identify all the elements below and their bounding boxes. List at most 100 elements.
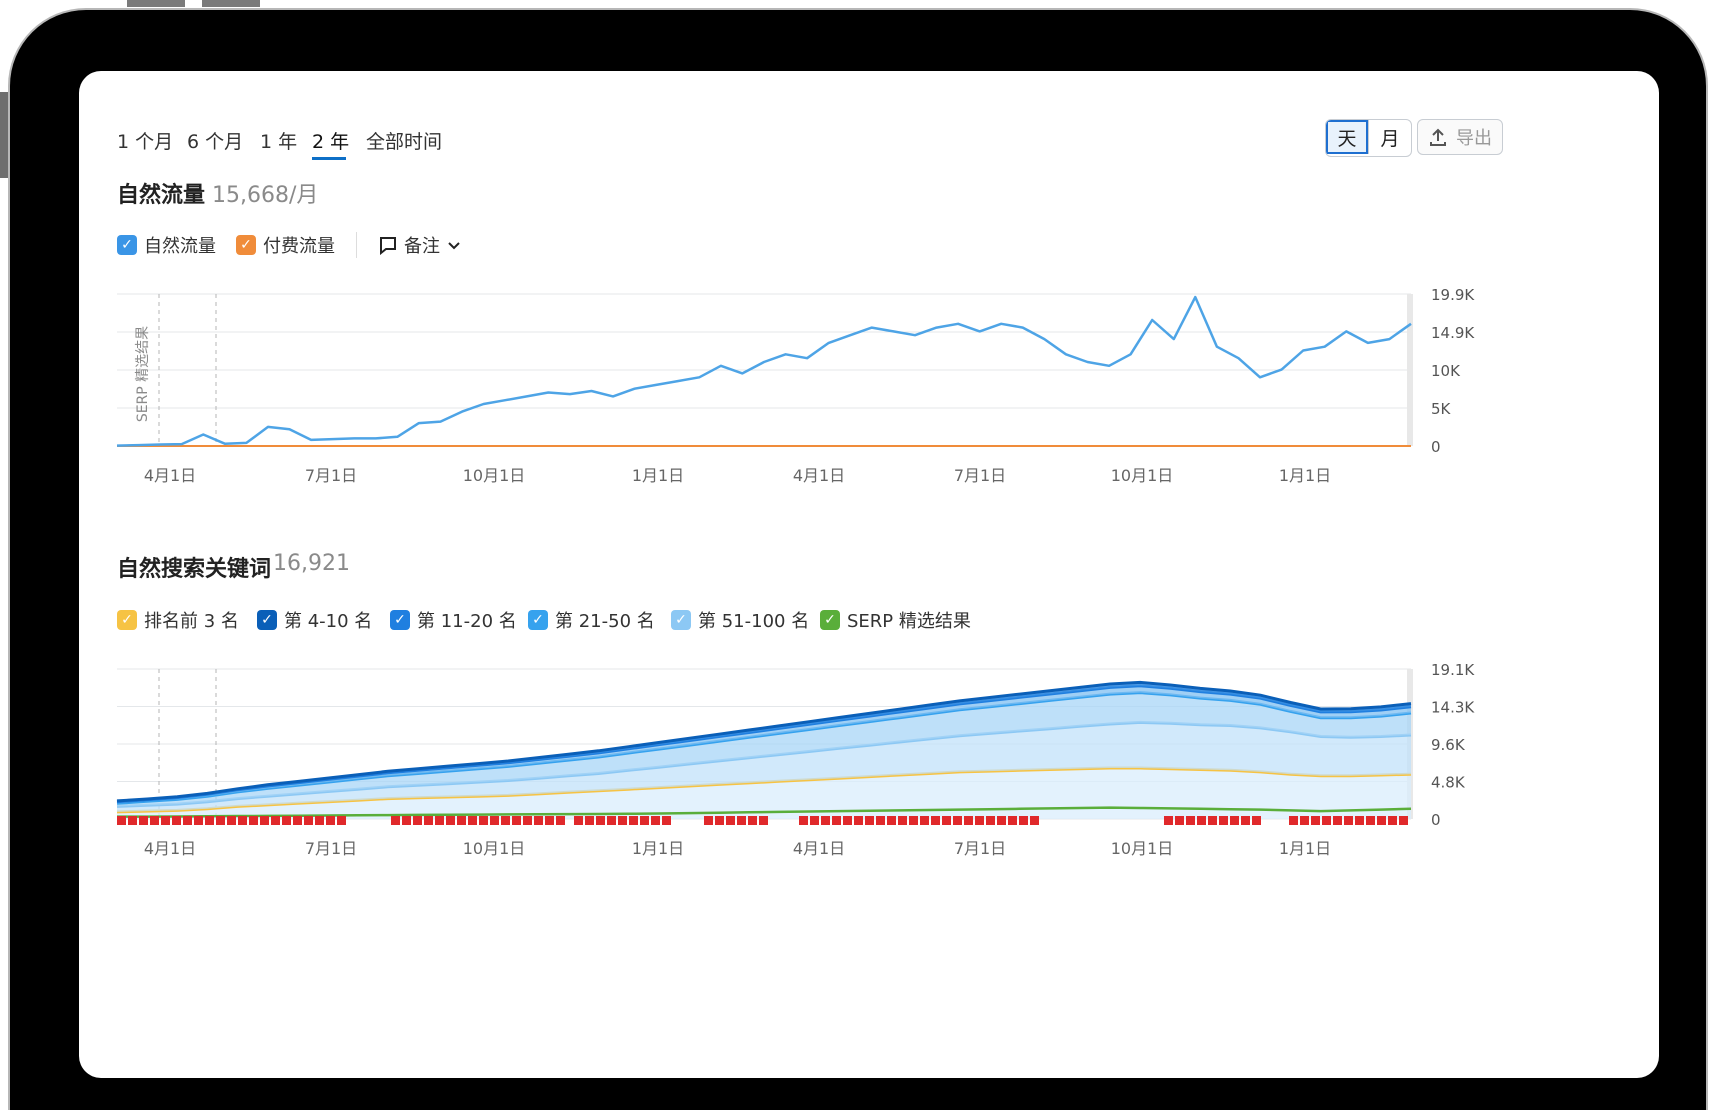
x-tick-label: 7月1日 <box>305 839 357 858</box>
serp-marker <box>931 816 940 825</box>
y-tick-label: 0 <box>1431 811 1441 829</box>
area-pos21_50 <box>117 692 1411 807</box>
serp-marker <box>117 816 126 825</box>
serp-marker <box>315 816 324 825</box>
serp-marker <box>986 816 995 825</box>
area-pos51_100 <box>117 722 1411 812</box>
serp-marker <box>501 816 510 825</box>
x-tick-label: 1月1日 <box>632 839 684 858</box>
serp-marker <box>435 816 444 825</box>
legend-organic[interactable]: ✓ 自然流量 <box>117 232 216 258</box>
serp-marker <box>1219 816 1228 825</box>
serp-marker <box>216 816 225 825</box>
y-tick-label: 14.3K <box>1431 699 1475 717</box>
serp-marker <box>545 816 554 825</box>
legend-keyword-0[interactable]: ✓ 排名前 3 名 <box>117 607 239 633</box>
serp-marker <box>139 816 148 825</box>
x-tick-label: 10月1日 <box>1111 466 1174 485</box>
x-tick-label: 7月1日 <box>954 466 1006 485</box>
legend-keyword-label: SERP 精选结果 <box>847 611 971 632</box>
x-tick-label: 10月1日 <box>463 466 526 485</box>
comment-icon <box>380 237 396 255</box>
month-button[interactable]: 月 <box>1368 120 1411 154</box>
serp-marker <box>304 816 313 825</box>
y-tick-label: 19.9K <box>1431 286 1475 304</box>
legend-keyword-label: 第 21-50 名 <box>555 611 655 632</box>
serp-marker <box>1377 816 1386 825</box>
legend-keyword-2[interactable]: ✓ 第 11-20 名 <box>390 607 517 633</box>
serp-marker <box>726 816 735 825</box>
serp-marker <box>662 816 671 825</box>
tab-2-years[interactable]: 2 年 <box>312 131 350 153</box>
serp-marker <box>640 816 649 825</box>
y-tick-label: 4.8K <box>1431 774 1466 792</box>
serp-marker <box>1311 816 1320 825</box>
serp-marker <box>326 816 335 825</box>
serp-marker <box>194 816 203 825</box>
line-serp <box>117 806 1412 818</box>
serp-marker <box>1164 816 1173 825</box>
serp-marker <box>1399 816 1408 825</box>
serp-marker <box>799 816 808 825</box>
x-tick-label: 10月1日 <box>1111 839 1174 858</box>
serp-marker <box>607 816 616 825</box>
export-button[interactable]: 导出 <box>1417 119 1503 155</box>
serp-marker <box>556 816 565 825</box>
serp-marker <box>1241 816 1250 825</box>
traffic-value: 15,668/月 <box>212 183 319 208</box>
serp-marker <box>1175 816 1184 825</box>
x-tick-label: 4月1日 <box>144 466 196 485</box>
serp-marker <box>964 816 973 825</box>
serp-marker <box>391 816 400 825</box>
x-tick-label: 4月1日 <box>793 839 845 858</box>
serp-marker <box>1252 816 1261 825</box>
legend-keyword-1[interactable]: ✓ 第 4-10 名 <box>257 607 372 633</box>
tab-1-month[interactable]: 1 个月 <box>117 131 174 153</box>
serp-marker <box>942 816 951 825</box>
serp-marker <box>260 816 269 825</box>
line-pos4_10 <box>116 680 1412 803</box>
legend-keyword-4[interactable]: ✓ 第 51-100 名 <box>671 607 809 633</box>
y-tick-label: 0 <box>1431 438 1441 456</box>
notes-dropdown[interactable]: 备注 <box>378 232 462 258</box>
bezel-decoration <box>127 0 185 7</box>
serp-marker <box>128 816 137 825</box>
serp-marker <box>523 816 532 825</box>
legend-keyword-3[interactable]: ✓ 第 21-50 名 <box>528 607 655 633</box>
x-tick-label: 1月1日 <box>1279 839 1331 858</box>
serp-marker <box>1197 816 1206 825</box>
serp-marker <box>337 816 346 825</box>
y-tick-label: 19.1K <box>1431 661 1475 679</box>
y-tick-label: 10K <box>1431 362 1461 380</box>
serp-marker <box>854 816 863 825</box>
serp-marker <box>402 816 411 825</box>
tab-1-year[interactable]: 1 年 <box>260 131 298 153</box>
serp-marker <box>534 816 543 825</box>
day-button[interactable]: 天 <box>1326 120 1368 154</box>
tab-all-time[interactable]: 全部时间 <box>366 131 443 153</box>
serp-marker <box>205 816 214 825</box>
serp-marker <box>1289 816 1298 825</box>
screen: 1 个月 6 个月 1 年 2 年 全部时间 天 月 导出 自然流量 15,66… <box>79 71 1659 1078</box>
serp-marker <box>737 816 746 825</box>
bezel-decoration <box>0 92 8 178</box>
serp-marker <box>1230 816 1239 825</box>
bezel-decoration <box>202 0 260 7</box>
serp-marker <box>651 816 660 825</box>
legend-paid[interactable]: ✓ 付费流量 <box>236 232 335 258</box>
serp-marker <box>293 816 302 825</box>
serp-marker <box>975 816 984 825</box>
x-tick-label: 1月1日 <box>1279 466 1331 485</box>
serp-marker <box>909 816 918 825</box>
serp-marker <box>468 816 477 825</box>
tab-6-months[interactable]: 6 个月 <box>187 131 244 153</box>
serp-marker <box>161 816 170 825</box>
serp-marker <box>832 816 841 825</box>
legend-keyword-label: 排名前 3 名 <box>144 611 239 632</box>
active-tab-indicator <box>312 157 346 160</box>
serp-marker <box>1366 816 1375 825</box>
legend-keyword-5[interactable]: ✓ SERP 精选结果 <box>820 607 971 633</box>
y-tick-label: 5K <box>1431 400 1452 418</box>
x-tick-label: 10月1日 <box>463 839 526 858</box>
keywords-title: 自然搜索关键词 <box>117 557 272 582</box>
